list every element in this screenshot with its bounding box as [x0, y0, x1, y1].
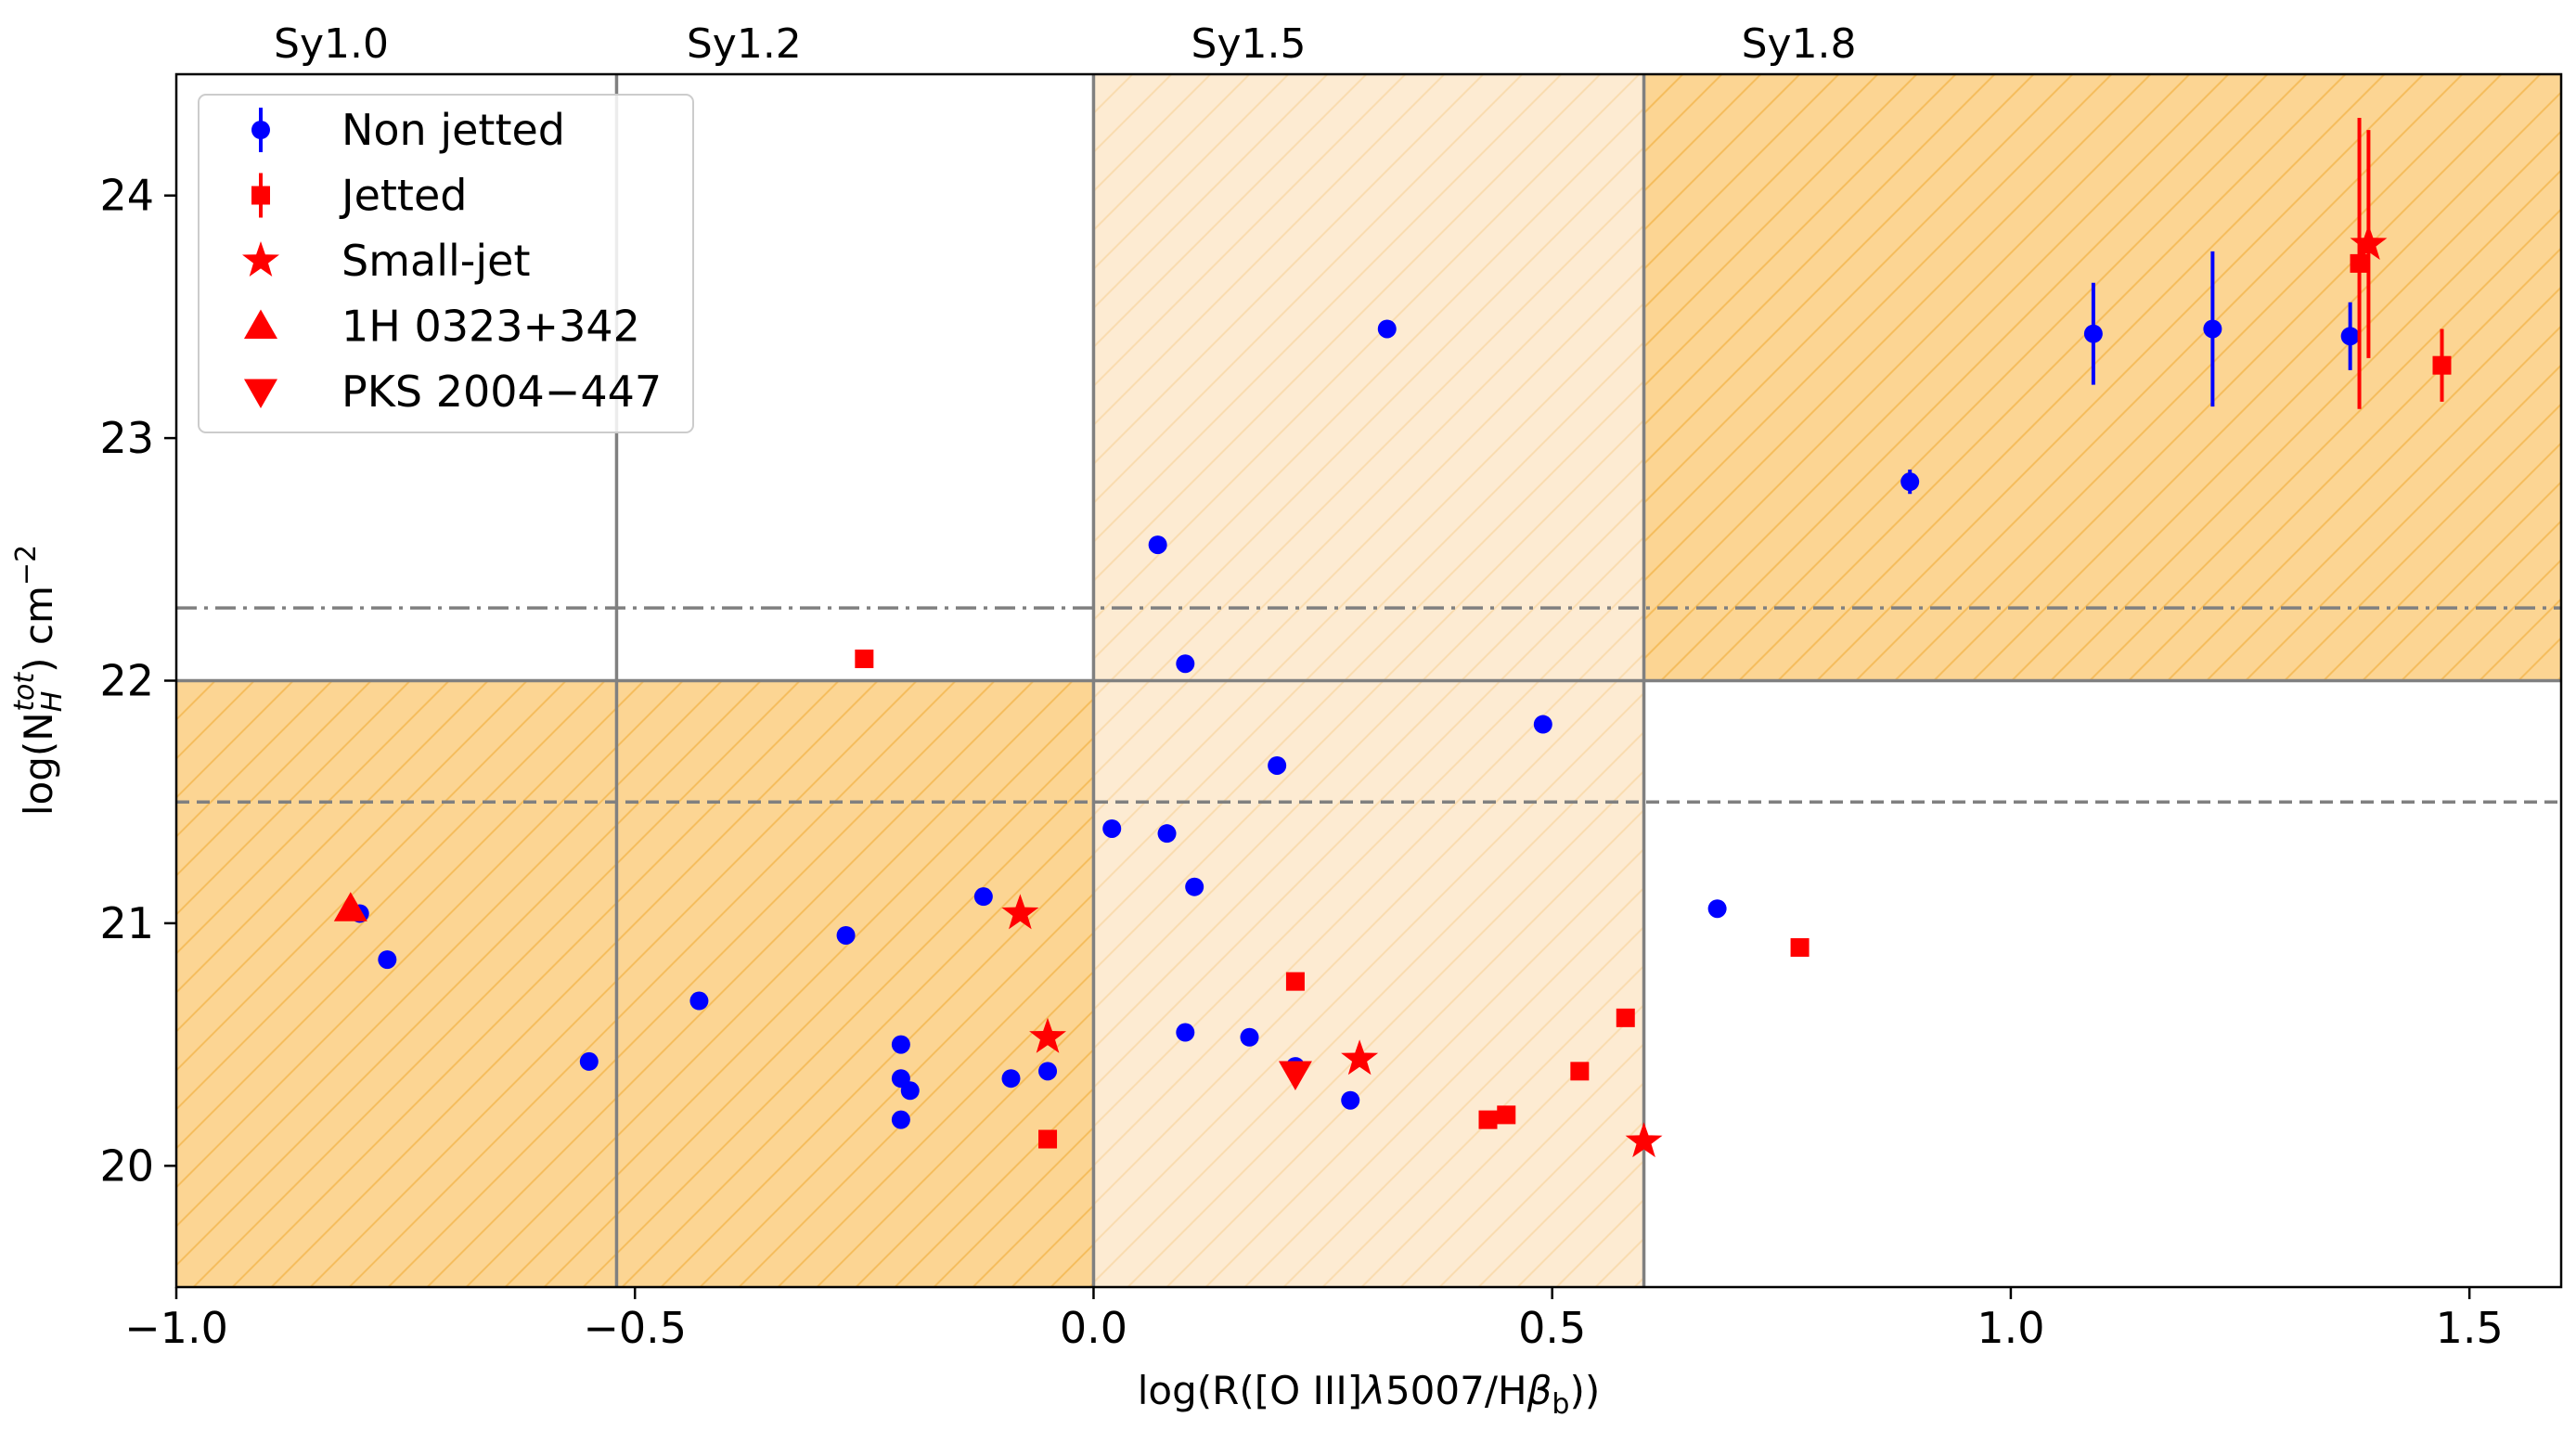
non-jetted-point — [1341, 1090, 1360, 1110]
jetted-point — [1038, 1129, 1058, 1149]
non-jetted-point — [2203, 319, 2222, 339]
1h-0323-342-point — [333, 892, 367, 921]
non-jetted-point — [2340, 327, 2360, 346]
legend-entry-1h-0323-342: 1H 0323+342 — [244, 302, 640, 352]
small-jet-point — [2350, 225, 2388, 260]
non-jetted-point — [689, 991, 709, 1011]
non-jetted-point — [1148, 535, 1167, 555]
class-label-sy10: Sy1.0 — [274, 20, 389, 68]
jetted-point — [1616, 1008, 1635, 1027]
non-jetted-point — [1240, 1027, 1259, 1047]
legend-label: Small-jet — [341, 236, 530, 286]
non-jetted-point — [1038, 1062, 1058, 1081]
y-tick-label: 21 — [99, 898, 154, 948]
class-label-sy18: Sy1.8 — [1742, 20, 1857, 68]
legend-label: Non jetted — [341, 105, 565, 155]
non-jetted-point — [378, 950, 397, 970]
non-jetted-point — [1533, 715, 1552, 734]
y-tick-label: 22 — [99, 656, 154, 706]
legend-marker — [244, 309, 277, 339]
non-jetted-point — [973, 887, 993, 907]
non-jetted-point — [900, 1081, 920, 1101]
x-tick-label: 1.5 — [2436, 1303, 2504, 1353]
non-jetted-point — [891, 1035, 910, 1054]
non-jetted-point — [1185, 877, 1204, 896]
non-jetted-point — [1377, 319, 1397, 339]
legend-label: Jetted — [339, 171, 467, 221]
non-jetted-point — [1268, 755, 1287, 775]
non-jetted-point — [1707, 899, 1727, 919]
legend-marker — [244, 379, 277, 408]
x-tick-label: 0.5 — [1518, 1303, 1586, 1353]
jetted-point — [855, 649, 874, 668]
small-jet-point — [1341, 1039, 1379, 1076]
legend: Non jetted Jetted Small-jet 1H 0323+342 PKS … — [198, 94, 694, 433]
pks-2004-447-point — [1278, 1061, 1312, 1090]
y-tick-label: 20 — [99, 1140, 154, 1191]
jetted-point — [2432, 355, 2452, 375]
non-jetted-point — [579, 1051, 599, 1071]
x-tick-label: 0.0 — [1060, 1303, 1127, 1353]
jetted-point — [1497, 1105, 1516, 1125]
non-jetted-point — [1157, 824, 1177, 844]
legend-entry-non-jetted: Non jetted — [251, 105, 565, 155]
legend-entry-pks-2004-447: PKS 2004−447 — [244, 367, 662, 417]
region-hatch — [1643, 74, 2561, 681]
non-jetted-point — [1001, 1069, 1021, 1089]
y-axis-label: log(NHtot) cm−2 — [8, 545, 69, 816]
non-jetted-point — [1102, 818, 1122, 838]
small-jet-point — [1625, 1122, 1663, 1158]
shaded-region — [1643, 74, 2561, 681]
class-label-sy12: Sy1.2 — [687, 20, 802, 68]
non-jetted-point — [1176, 654, 1195, 674]
jetted-point — [1478, 1110, 1498, 1129]
y-tick-label: 24 — [99, 171, 154, 221]
legend-entry-small-jet: Small-jet — [242, 236, 530, 286]
x-tick-label: −1.0 — [124, 1303, 228, 1353]
legend-entry-jetted: Jetted — [251, 171, 467, 221]
jetted-point — [1790, 938, 1810, 958]
shaded-regions — [176, 74, 2561, 1287]
x-tick-label: −0.5 — [583, 1303, 687, 1353]
small-jet-point — [1029, 1017, 1066, 1053]
legend-label: 1H 0323+342 — [341, 302, 640, 352]
legend-box — [198, 94, 694, 433]
region-hatch — [176, 680, 1094, 1287]
legend-marker — [251, 121, 270, 139]
jetted-point — [1570, 1062, 1590, 1081]
x-tick-label: 1.0 — [1977, 1303, 2044, 1353]
legend-marker — [242, 241, 279, 277]
non-jetted-point — [836, 925, 856, 945]
non-jetted-point — [2083, 324, 2103, 343]
axes: −1.0 −0.5 0.0 0.5 1.0 1.5 20 21 22 23 24 — [99, 171, 2503, 1353]
non-jetted-point — [1900, 472, 1920, 492]
y-tick-label: 23 — [99, 413, 154, 463]
jetted-point — [2350, 253, 2369, 273]
x-axis-label: log(R([O III]λ5007/Hβb)) — [1138, 1368, 1600, 1421]
jetted-point — [1285, 972, 1305, 991]
data-markers — [333, 118, 2452, 1158]
shaded-region — [176, 680, 1094, 1287]
small-jet-point — [1001, 894, 1039, 930]
class-labels: Sy1.0 Sy1.2 Sy1.5 Sy1.8 — [274, 20, 1856, 68]
non-jetted-point — [891, 1110, 910, 1129]
non-jetted-point — [1176, 1023, 1195, 1042]
legend-label: PKS 2004−447 — [341, 367, 662, 417]
legend-marker — [251, 186, 270, 205]
class-label-sy15: Sy1.5 — [1191, 20, 1307, 68]
